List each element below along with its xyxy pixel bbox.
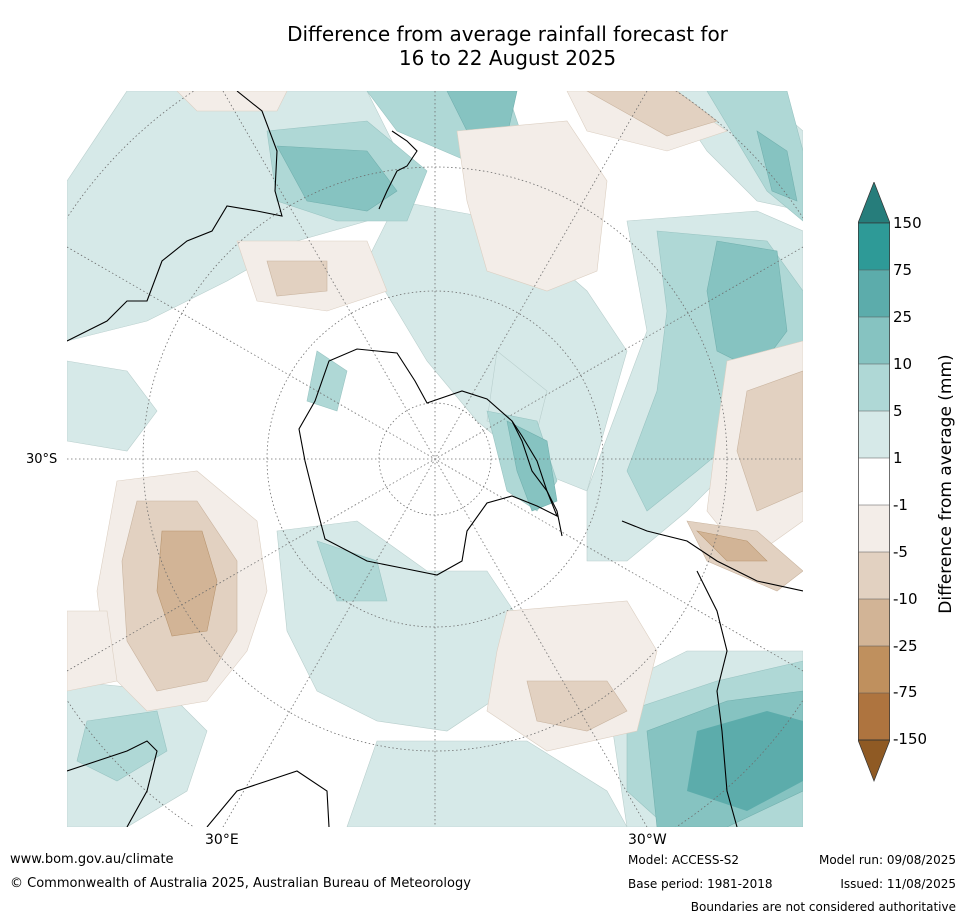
australia-coastline [67, 91, 283, 342]
colorbar-band-m10-m25 [858, 599, 890, 646]
colorbar-band-10-25 [858, 317, 890, 364]
antarctic-peninsula-coastline [511, 420, 563, 537]
colorbar-tick-label: 5 [893, 402, 903, 420]
colorbar-band-75-150 [858, 223, 890, 270]
colorbar-tick-label: -75 [893, 683, 918, 701]
boundaries-disclaimer: Boundaries are not considered authoritat… [690, 900, 956, 914]
map-title-line-1: Difference from average rainfall forecas… [287, 22, 728, 46]
model-text: Model: ACCESS-S2 [628, 853, 740, 867]
colorbar-tick-label: 150 [893, 214, 922, 232]
colorbar-tick-label: 10 [893, 355, 913, 373]
colorbar-graphic [857, 181, 891, 782]
longitude-label-30e: 30°E [205, 832, 239, 848]
antarctica-coastline [298, 348, 559, 576]
colorbar-tick-label: 75 [893, 261, 913, 279]
wet-anomaly-very-strong [687, 711, 803, 811]
colorbar-band-m75-m150 [858, 693, 890, 740]
graticule [67, 91, 803, 827]
colorbar-band-m1-m5 [858, 505, 890, 552]
copyright-text: © Commonwealth of Australia 2025, Austra… [10, 876, 471, 891]
colorbar-under-arrow [857, 739, 891, 782]
colorbar-band-1-5 [858, 411, 890, 458]
colorbar-band-m25-m75 [858, 646, 890, 693]
colorbar-band-neutral [858, 458, 890, 505]
map-title: Difference from average rainfall forecas… [0, 22, 965, 70]
longitude-label-30w: 30°W [628, 832, 667, 848]
dry-anomaly-strong [156, 530, 768, 637]
colorbar-tick-label: -1 [893, 496, 908, 514]
issued-date-text: Issued: 11/08/2025 [840, 877, 956, 891]
base-period-text: Base period: 1981-2018 [628, 877, 773, 891]
colorbar-tick-label: -5 [893, 543, 908, 561]
colorbar-band-25-75 [858, 270, 890, 317]
model-run-text: Model run: 09/08/2025 [818, 853, 956, 867]
colorbar-tick-label: -150 [893, 730, 928, 748]
new-zealand-coastline [378, 130, 418, 210]
colorbar-tick-label: -25 [893, 637, 918, 655]
rainfall-anomaly-map[interactable] [67, 91, 803, 827]
coastlines [67, 91, 803, 827]
africa-coastline [67, 740, 330, 827]
map-title-line-2: 16 to 22 August 2025 [398, 46, 617, 70]
latitude-label-30s: 30°S [26, 452, 58, 467]
colorbar-tick-label: 25 [893, 308, 913, 326]
map-canvas [67, 91, 803, 827]
colorbar-band-5-10 [858, 364, 890, 411]
website-link[interactable]: www.bom.gov.au/climate [10, 852, 174, 867]
colorbar-over-arrow [857, 181, 891, 224]
colorbar-title: Difference from average (mm) [936, 354, 956, 614]
colorbar-tick-label: 1 [893, 449, 903, 467]
colorbar-tick-label: -10 [893, 590, 918, 608]
south-america-coastline [621, 520, 803, 827]
colorbar [857, 181, 891, 782]
colorbar-band-m5-m10 [858, 552, 890, 599]
